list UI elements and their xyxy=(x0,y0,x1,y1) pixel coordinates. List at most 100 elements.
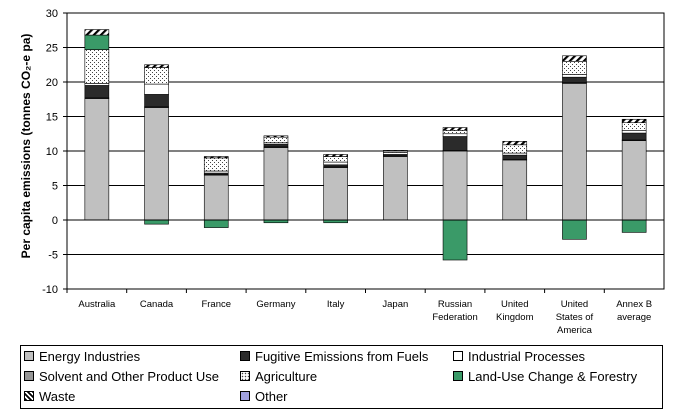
x-tick-label: Annex B average xyxy=(616,299,652,323)
bar-segment xyxy=(502,154,528,160)
legend-swatch xyxy=(24,351,34,361)
bar-segment xyxy=(263,136,289,144)
bar-segment xyxy=(263,135,289,138)
legend-label: Fugitive Emissions from Fuels xyxy=(255,348,429,364)
bar-segment xyxy=(263,143,289,148)
x-tick-label: France xyxy=(201,299,231,310)
bar-segment xyxy=(502,141,528,146)
y-tick-label: 20 xyxy=(46,77,58,89)
bar-segment xyxy=(144,83,169,95)
x-tick-label-line: Australia xyxy=(78,299,116,310)
x-tick-label-line: Russian xyxy=(438,299,472,310)
legend-item: Industrial Processes xyxy=(453,347,585,365)
x-tick-label-line: Japan xyxy=(382,299,408,310)
bar-segment xyxy=(144,107,169,221)
legend: Energy Industries Fugitive Emissions from… xyxy=(20,345,663,409)
bar-segment xyxy=(144,64,169,68)
bar-segment xyxy=(263,147,289,221)
axis-labels: -10 -5 0 5 10 15 20 25 30 Australia Canada France Ge… xyxy=(42,8,652,336)
bar-segment xyxy=(203,219,229,228)
bar-segment xyxy=(323,156,348,163)
x-tick-label-line: Italy xyxy=(327,299,345,310)
legend-swatch xyxy=(240,351,250,361)
legend-label: Energy Industries xyxy=(39,348,141,364)
bar-segment xyxy=(621,130,647,134)
x-tick-label-line: average xyxy=(617,312,651,323)
legend-item: Other xyxy=(240,387,288,405)
y-tick-label: -5 xyxy=(48,250,58,262)
bar-segment xyxy=(562,60,587,75)
legend-swatch xyxy=(453,351,463,361)
legend-label: Industrial Processes xyxy=(468,348,586,364)
bar-segment xyxy=(442,133,468,137)
bar-segment xyxy=(442,136,468,151)
legend-label: Waste xyxy=(39,388,76,404)
bar-segment xyxy=(502,144,528,154)
legend-label: Other xyxy=(255,388,288,404)
bar-segment xyxy=(84,49,110,84)
bar-segment xyxy=(621,132,647,141)
legend-label: Agriculture xyxy=(255,368,318,384)
bar-segment xyxy=(144,94,169,108)
bars xyxy=(84,29,647,261)
bar-segment xyxy=(621,122,647,131)
legend-item: Land-Use Change & Forestry xyxy=(453,367,637,385)
y-tick-label: 10 xyxy=(46,146,58,158)
bar-segment xyxy=(383,150,408,152)
bar-segment xyxy=(84,83,110,86)
bar-segment xyxy=(84,98,110,221)
legend-item: Waste xyxy=(24,387,75,405)
bar-segment xyxy=(323,161,348,166)
legend-item: Energy Industries xyxy=(24,347,140,365)
bar-segment xyxy=(621,140,647,221)
bar-segment xyxy=(323,164,348,168)
bar-segment xyxy=(562,83,587,221)
legend-item: Fugitive Emissions from Fuels xyxy=(240,347,428,365)
legend-item: Agriculture xyxy=(240,367,317,385)
legend-item: Solvent and Other Product Use xyxy=(24,367,219,385)
x-tick-label-line: Germany xyxy=(256,299,295,310)
x-tick-label-line: Canada xyxy=(140,299,174,310)
legend-label: Solvent and Other Product Use xyxy=(39,368,219,384)
bar-segment xyxy=(84,85,110,99)
x-tick-label-line: Annex B xyxy=(616,299,652,310)
bar-segment xyxy=(144,219,169,225)
legend-swatch xyxy=(453,371,463,381)
x-tick-label: Italy xyxy=(327,299,345,310)
bar-segment xyxy=(442,219,468,261)
bar-segment xyxy=(442,130,468,135)
x-tick-label-line: Federation xyxy=(432,312,477,323)
bar-segment xyxy=(562,76,587,83)
y-tick-label: 0 xyxy=(52,215,58,227)
legend-label: Land-Use Change & Forestry xyxy=(468,368,638,384)
bar-segment xyxy=(203,170,229,174)
bar-segment xyxy=(562,219,587,240)
y-tick-label: 30 xyxy=(46,8,58,20)
bar-segment xyxy=(323,154,348,157)
legend-swatch xyxy=(240,371,250,381)
y-tick-label: 5 xyxy=(52,181,58,193)
x-tick-label-line: United xyxy=(561,299,588,310)
stacked-bar-chart: -10 -5 0 5 10 15 20 25 30 Australia Canada France Ge… xyxy=(19,8,665,336)
bar-segment xyxy=(84,34,110,50)
bar-segment xyxy=(562,55,587,62)
legend-swatch xyxy=(24,371,34,381)
bar-segment xyxy=(442,150,468,221)
bar-segment xyxy=(502,159,528,221)
x-tick-label: Australia xyxy=(78,299,116,310)
x-tick-label: Canada xyxy=(140,299,174,310)
y-axis-title: Per capita emissions (tonnes CO₂-e pa) xyxy=(19,34,33,259)
x-tick-label: Germany xyxy=(256,299,295,310)
bar-segment xyxy=(203,174,229,221)
bar-segment xyxy=(144,67,169,85)
bar-segment xyxy=(84,29,110,36)
x-tick-label-line: America xyxy=(557,325,593,336)
bar-segment xyxy=(502,152,528,156)
y-tick-label: -10 xyxy=(42,284,58,296)
bar-segment xyxy=(323,167,348,221)
legend-swatch xyxy=(24,391,34,401)
bar-segment xyxy=(442,127,468,131)
x-tick-label: United Kingdom xyxy=(496,299,534,323)
y-tick-label: 15 xyxy=(46,112,58,124)
x-tick-label: United States of America xyxy=(556,299,594,336)
